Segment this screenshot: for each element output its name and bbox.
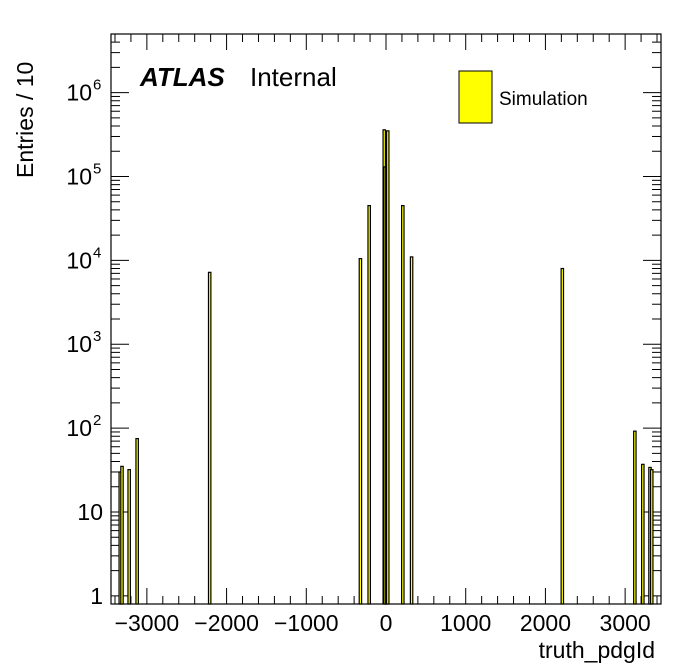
y-tick-label: 10 bbox=[66, 164, 92, 190]
x-axis-title: truth_pdgId bbox=[539, 637, 655, 663]
y-axis-title: Entries / 10 bbox=[12, 62, 38, 178]
histogram-bar bbox=[641, 463, 645, 605]
legend-label: Simulation bbox=[499, 89, 588, 110]
x-tick-label: 2000 bbox=[520, 610, 571, 636]
y-tick-label: 10 bbox=[66, 80, 92, 106]
y-tick-exponent: 4 bbox=[93, 244, 101, 261]
histogram-bar bbox=[207, 271, 212, 605]
y-tick-label: 10 bbox=[77, 499, 103, 525]
y-tick-label: 10 bbox=[66, 415, 92, 441]
histogram-bar bbox=[367, 204, 371, 605]
histogram-bar bbox=[409, 256, 414, 605]
histogram-bar bbox=[401, 204, 405, 605]
internal-label: Internal bbox=[250, 62, 337, 92]
y-tick-exponent: 5 bbox=[93, 161, 101, 178]
x-tick-labels: −3000 −2000 −1000 0 1000 2000 3000 bbox=[115, 610, 651, 636]
atlas-label: ATLAS bbox=[139, 62, 225, 92]
y-tick-exponent: 6 bbox=[93, 77, 101, 94]
x-tick-label: −3000 bbox=[115, 610, 180, 636]
x-tick-label: 0 bbox=[380, 610, 393, 636]
x-tick-label: 3000 bbox=[600, 610, 651, 636]
legend-swatch bbox=[458, 70, 493, 124]
histogram-bar bbox=[135, 438, 139, 605]
y-tick-exponent: 3 bbox=[93, 328, 101, 345]
histogram-bar bbox=[358, 257, 363, 605]
x-tick-label: −2000 bbox=[194, 610, 259, 636]
y-tick-label: 10 bbox=[66, 247, 92, 273]
histogram-bar bbox=[127, 469, 131, 605]
histogram-bar bbox=[649, 469, 654, 605]
x-tick-label: 1000 bbox=[440, 610, 491, 636]
x-tick-label: −1000 bbox=[274, 610, 339, 636]
y-tick-exponent: 2 bbox=[93, 412, 101, 429]
histogram-bar bbox=[385, 130, 390, 605]
y-tick-label: 1 bbox=[90, 583, 103, 609]
axis-ticks bbox=[111, 33, 661, 604]
histogram-bars bbox=[118, 129, 654, 605]
histogram-bar bbox=[560, 267, 565, 605]
histogram-bar bbox=[120, 465, 124, 605]
y-tick-label: 10 bbox=[66, 331, 92, 357]
histogram-bar bbox=[633, 430, 637, 605]
